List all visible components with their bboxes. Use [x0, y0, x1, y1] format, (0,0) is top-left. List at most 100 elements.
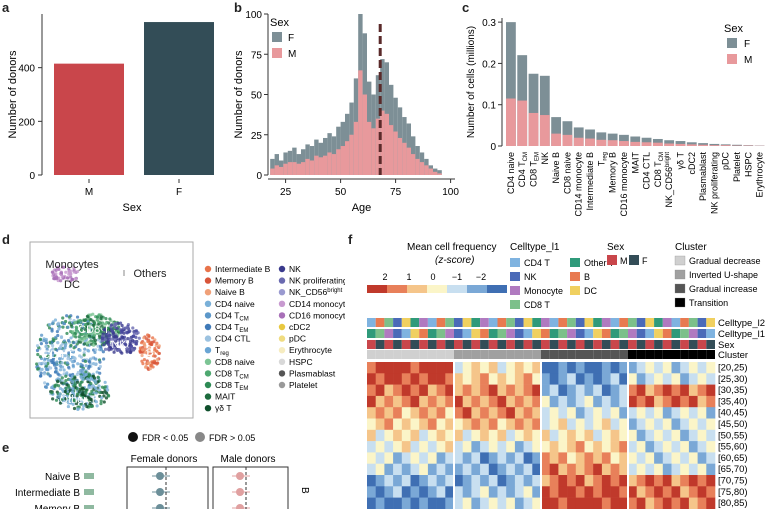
row-label: [70,75)	[718, 476, 748, 487]
legend-dot	[278, 289, 286, 296]
track-sex	[480, 340, 489, 349]
heatmap-cell	[593, 497, 603, 509]
track-cluster	[488, 350, 498, 359]
celltype-swatch	[570, 272, 580, 281]
heatmap-cell	[532, 362, 542, 374]
heatmap-cell	[610, 407, 620, 419]
legend-dot	[204, 312, 212, 319]
heatmap-cell	[427, 395, 437, 408]
heatmap-cell	[384, 486, 394, 498]
track-celltype-l1	[436, 329, 446, 338]
track-cluster	[654, 350, 663, 359]
heatmap-cell	[619, 362, 629, 374]
heatmap-cell	[514, 452, 524, 464]
heatmap-cell	[636, 475, 646, 487]
heatmap-cell	[436, 463, 446, 476]
track-celltype-l2	[514, 318, 524, 327]
heatmap-cell	[393, 384, 403, 397]
heatmap-cell	[514, 407, 524, 419]
track-sex	[367, 340, 376, 349]
track-sex	[523, 340, 533, 349]
heatmap-cell	[601, 395, 611, 408]
bar-M	[698, 144, 708, 146]
track-sex	[584, 340, 594, 349]
track-celltype-l1	[419, 329, 428, 338]
heatmap-cell	[688, 395, 698, 408]
heatmap-cell	[488, 384, 498, 397]
heatmap-cell	[471, 362, 481, 374]
hist-bar-M	[279, 166, 284, 175]
heatmap-cell	[514, 373, 524, 385]
heatmap-cell	[445, 418, 455, 431]
heatmap-cell	[610, 395, 620, 408]
heatmap-cell	[541, 418, 550, 431]
colorbar-tick: 0	[430, 272, 435, 282]
heatmap-cell	[427, 429, 437, 442]
heatmap-cell	[488, 418, 498, 431]
track-celltype-l2	[488, 318, 498, 327]
cluster-swatch	[674, 269, 686, 280]
track-cluster	[697, 350, 707, 359]
heatmap-cell	[393, 418, 403, 431]
track-celltype-l2	[680, 318, 689, 327]
heatmap-cell	[549, 475, 559, 487]
x-tick-label: CD4 CTL	[642, 152, 652, 190]
x-tick-label: Memory B	[608, 152, 618, 193]
track-celltype-l1	[462, 329, 472, 338]
heatmap-cell	[575, 407, 585, 419]
x-tick-label: NK	[540, 152, 550, 165]
label-cd4t: CD4 T	[42, 349, 74, 361]
heatmap-cell	[506, 395, 516, 408]
heatmap-cell	[636, 486, 646, 498]
heatmap-cell	[688, 373, 698, 385]
heatmap-cell	[706, 452, 716, 464]
heatmap-cell	[480, 407, 490, 419]
colorbar-tick: 2	[382, 272, 387, 282]
heatmap-cell	[706, 384, 716, 397]
heatmap-cell	[567, 384, 577, 397]
umap-frame	[29, 241, 194, 419]
heatmap-cell	[523, 497, 533, 509]
heatmap-cell	[680, 373, 690, 385]
bar-M	[664, 143, 675, 146]
x-tick-label: CD4 naive	[506, 152, 516, 194]
x-tick-label: CD8 naive	[562, 152, 572, 194]
legend-dot-nonsig	[195, 432, 205, 442]
bar-M	[551, 133, 562, 146]
track-celltype-l2	[584, 318, 594, 327]
heatmap-cell	[628, 486, 637, 498]
heatmap-cell	[541, 475, 550, 487]
track-celltype-l2	[393, 318, 402, 327]
track-celltype-l1	[454, 329, 463, 338]
heatmap-cell	[514, 475, 524, 487]
heatmap-cell	[575, 384, 585, 397]
legend-title: Sex	[270, 17, 289, 29]
legend-dot	[278, 381, 286, 389]
heatmap-cell	[462, 429, 472, 442]
hist-bar-M	[384, 113, 389, 175]
track-celltype-l1	[593, 329, 602, 338]
hist-bar-M	[389, 125, 394, 175]
track-cluster	[636, 350, 646, 359]
legend-item: CD4 naive	[215, 299, 255, 309]
heatmap-cell	[480, 395, 490, 408]
bar-M	[641, 142, 652, 146]
legend-item: pDC	[289, 334, 306, 344]
legend-item: CD16 monocyte	[289, 310, 345, 320]
track-celltype-l2	[645, 318, 655, 327]
heatmap-cell	[480, 384, 490, 397]
label-nk: NK	[111, 339, 127, 351]
x-tick-label: NK_CD56bright	[664, 152, 674, 208]
track-sex	[401, 340, 411, 349]
label-others: Others	[133, 268, 167, 280]
hist-bar-M	[402, 142, 407, 175]
legend-dot	[204, 335, 212, 342]
heatmap-cell	[706, 497, 716, 509]
legend-dot	[278, 265, 286, 273]
heatmap-cell	[688, 362, 698, 374]
heatmap-cell	[419, 441, 429, 453]
y-tick-label: 0	[29, 171, 35, 182]
bar-F	[144, 22, 214, 175]
hist-bar-M	[358, 70, 363, 175]
